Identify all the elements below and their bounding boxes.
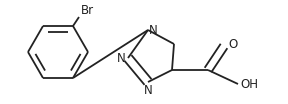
Text: N: N xyxy=(117,51,126,64)
Text: OH: OH xyxy=(240,77,258,90)
Text: Br: Br xyxy=(81,4,94,17)
Text: N: N xyxy=(149,24,158,37)
Text: O: O xyxy=(228,38,237,51)
Text: N: N xyxy=(144,84,152,97)
